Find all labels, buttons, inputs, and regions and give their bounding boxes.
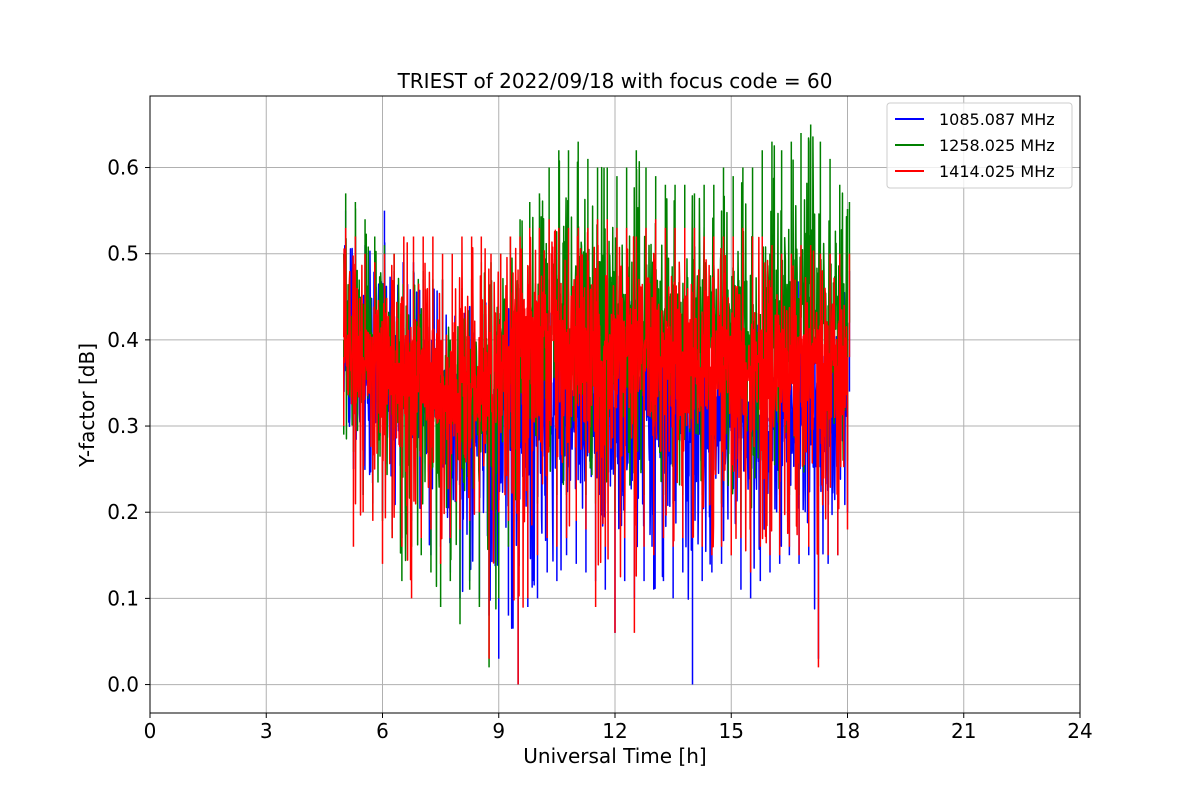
legend-label: 1258.025 MHz bbox=[939, 136, 1055, 155]
y-tick-label: 0.5 bbox=[107, 242, 139, 266]
y-axis-ticks: 0.0 0.1 0.2 0.3 0.4 0.5 0.6 bbox=[107, 156, 150, 697]
x-tick-label: 18 bbox=[835, 719, 860, 743]
y-tick-label: 0.4 bbox=[107, 328, 139, 352]
series-line-3 bbox=[343, 219, 851, 685]
x-tick-label: 21 bbox=[951, 719, 976, 743]
legend: 1085.087 MHz 1258.025 MHz 1414.025 MHz bbox=[886, 102, 1073, 189]
legend-label: 1414.025 MHz bbox=[939, 162, 1055, 181]
legend-box bbox=[886, 102, 1073, 189]
x-axis-ticks: 0 3 6 9 12 15 18 21 24 bbox=[144, 713, 1093, 743]
x-tick-label: 6 bbox=[376, 719, 389, 743]
x-tick-label: 3 bbox=[260, 719, 273, 743]
x-tick-label: 15 bbox=[719, 719, 744, 743]
series-layer bbox=[343, 124, 851, 685]
y-axis-label: Y-factor [dB] bbox=[75, 343, 99, 468]
y-tick-label: 0.6 bbox=[107, 156, 139, 180]
x-tick-label: 9 bbox=[492, 719, 505, 743]
x-axis-label: Universal Time [h] bbox=[523, 744, 706, 768]
y-tick-label: 0.3 bbox=[107, 414, 139, 438]
x-tick-label: 12 bbox=[602, 719, 627, 743]
chart-title: TRIEST of 2022/09/18 with focus code = 6… bbox=[397, 69, 833, 93]
x-tick-label: 24 bbox=[1067, 719, 1092, 743]
y-tick-label: 0.1 bbox=[107, 586, 139, 610]
y-tick-label: 0.2 bbox=[107, 500, 139, 524]
y-tick-label: 0.0 bbox=[107, 673, 139, 697]
x-tick-label: 0 bbox=[144, 719, 157, 743]
legend-label: 1085.087 MHz bbox=[939, 110, 1055, 129]
